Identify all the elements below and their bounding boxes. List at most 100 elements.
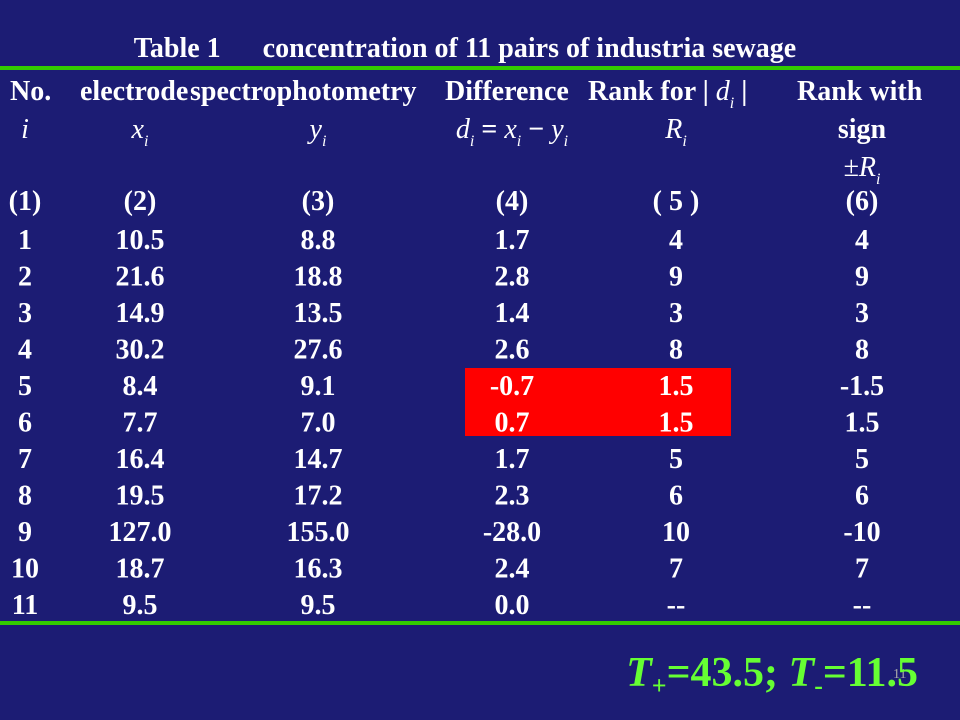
cell: 9.5: [123, 590, 158, 621]
subscript: i: [564, 133, 568, 150]
text-part: =11.5: [823, 650, 918, 696]
cell: 155.0: [287, 517, 350, 548]
column-number: (2): [124, 186, 157, 217]
symbol: d: [716, 76, 731, 107]
cell: -10: [843, 517, 880, 548]
subscript: i: [144, 133, 148, 150]
cell: 16.4: [116, 444, 165, 475]
subscript: i: [470, 133, 474, 150]
subscript: i: [517, 133, 521, 150]
cell-text: Rank for | di​ |: [588, 76, 747, 112]
text-part: Rank for |: [588, 76, 716, 107]
cell: 127.0: [109, 517, 172, 548]
cell: 7.0: [301, 408, 336, 439]
subscript: i: [730, 95, 734, 112]
cell: 3: [669, 298, 683, 329]
cell: 7: [18, 444, 32, 475]
cell: 6: [18, 408, 32, 439]
text-part: sign: [838, 114, 887, 145]
cell: 8.8: [301, 225, 336, 256]
subscript: -: [814, 671, 823, 700]
text-part: |: [734, 76, 747, 107]
symbol: T: [789, 650, 817, 696]
cell-text: Rank with: [797, 76, 923, 107]
column-number: ( 5 ): [653, 186, 700, 217]
cell: 2.4: [495, 554, 530, 585]
cell: 5: [18, 371, 32, 402]
cell: 9: [855, 262, 869, 293]
cell: 6: [855, 481, 869, 512]
cell-text: ±Ri​: [844, 152, 881, 188]
cell: 21.6: [116, 262, 165, 293]
cell-text: Difference: [445, 76, 569, 107]
cell: 4: [669, 225, 683, 256]
cell: 3: [18, 298, 32, 329]
text-part: No.: [10, 76, 51, 107]
cell: 1: [18, 225, 32, 256]
cell: -28.0: [483, 517, 541, 548]
text-part: Rank with: [797, 76, 923, 107]
text-part: −: [521, 114, 551, 145]
cell-text: sign: [838, 114, 887, 145]
cell: 17.2: [294, 481, 343, 512]
symbol: ±R: [844, 152, 876, 183]
highlight: [465, 368, 731, 436]
symbol: x: [503, 114, 517, 145]
cell: 10: [11, 554, 39, 585]
title: Table 1 concentration of 11 pairs of ind…: [134, 33, 796, 64]
cell: 8: [669, 335, 683, 366]
cell: 9: [18, 517, 32, 548]
subscript: i: [682, 133, 686, 150]
bottom-rule: [0, 621, 960, 625]
cell: 1.7: [495, 225, 530, 256]
cell: 5: [669, 444, 683, 475]
cell: 7.7: [123, 408, 158, 439]
cell: 8: [18, 481, 32, 512]
cell: 18.7: [116, 554, 165, 585]
cell: 1.5: [659, 371, 694, 402]
cell: 10: [662, 517, 690, 548]
cell: 0.7: [495, 408, 530, 439]
cell: 7: [855, 554, 869, 585]
text-part: electrode: [80, 76, 188, 107]
cell: 13.5: [294, 298, 343, 329]
cell: 5: [855, 444, 869, 475]
cell: 1.4: [495, 298, 530, 329]
column-number: (6): [846, 186, 879, 217]
cell: -0.7: [490, 371, 534, 402]
cell-text: xi​: [131, 114, 149, 150]
cell-text: electrode: [80, 76, 188, 107]
cell: 9.5: [301, 590, 336, 621]
cell: 14.7: [294, 444, 343, 475]
cell-text: yi​: [307, 114, 327, 150]
symbol: i: [21, 114, 29, 145]
text-part: =: [474, 114, 504, 145]
text-part: =43.5;: [667, 650, 789, 696]
cell: 9.1: [301, 371, 336, 402]
cell-text: i: [21, 114, 29, 145]
subscript: +: [652, 671, 667, 700]
cell: 1.5: [659, 408, 694, 439]
cell-text: Ri​: [664, 114, 687, 150]
cell: --: [667, 590, 686, 621]
cell: --: [853, 590, 872, 621]
cell: 7: [669, 554, 683, 585]
cell: 14.9: [116, 298, 165, 329]
subscript: i: [322, 133, 326, 150]
cell: 8: [855, 335, 869, 366]
symbol: R: [664, 114, 682, 145]
top-rule: [0, 66, 960, 70]
column-number: (1): [9, 186, 42, 217]
cell: 30.2: [116, 335, 165, 366]
page-number: 11: [893, 667, 906, 682]
cell: 11: [12, 590, 38, 621]
symbol: x: [131, 114, 145, 145]
cell: 27.6: [294, 335, 343, 366]
cell: 2.8: [495, 262, 530, 293]
column-number: (3): [302, 186, 335, 217]
subscript: i: [876, 171, 880, 188]
cell-text: di​ = xi​ − yi​: [456, 114, 568, 150]
cell: 16.3: [294, 554, 343, 585]
